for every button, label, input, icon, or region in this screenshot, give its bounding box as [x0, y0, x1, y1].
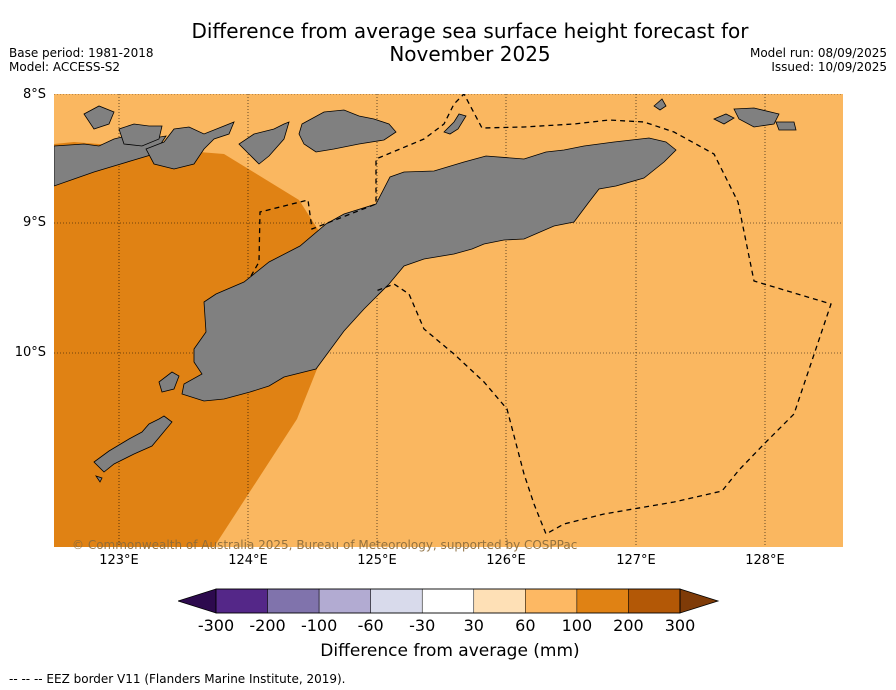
issued-date: Issued: 10/09/2025 [771, 60, 887, 74]
colorbar-extend-high [679, 588, 720, 614]
lon-label-128e: 128°E [745, 553, 785, 568]
kisar-island [653, 98, 667, 111]
eez-legend: -- -- -- EEZ border V11 (Flanders Marine… [9, 672, 346, 686]
colorbar-bin [370, 588, 423, 614]
meta-right: Model run: 08/09/2025 Issued: 10/09/2025 [750, 46, 887, 74]
wetar-island [298, 109, 397, 153]
lon-label-127e: 127°E [616, 553, 656, 568]
lat-label-10s: 10°S [14, 345, 46, 360]
lon-label-123e: 123°E [99, 553, 139, 568]
colorbar-label: Difference from average (mm) [320, 641, 580, 661]
ndao-island [95, 475, 103, 483]
timor-island [181, 137, 677, 402]
colorbar-bins [215, 588, 681, 614]
colorbar-bin [525, 588, 578, 614]
moa-island [733, 107, 780, 128]
lat-label-9s: 9°S [22, 215, 46, 230]
colorbar [178, 588, 720, 614]
lakor-island [775, 121, 797, 131]
pantar-island [145, 121, 235, 170]
model-name: Model: ACCESS-S2 [9, 60, 121, 74]
leti-island [713, 113, 735, 125]
alor-island [238, 121, 290, 165]
colorbar-tick: -60 [357, 616, 384, 635]
rote-island [93, 415, 173, 473]
map-panel [54, 94, 843, 547]
land-masses [54, 98, 797, 483]
colorbar-frame [215, 588, 681, 614]
colorbar-tick: 60 [515, 616, 536, 635]
semau-island [158, 371, 180, 393]
meta-left: Base period: 1981-2018 Model: ACCESS-S2 [9, 46, 154, 74]
colorbar-bin [318, 588, 371, 614]
map-title: Difference from average sea surface heig… [191, 19, 749, 66]
colorbar-bin [473, 588, 526, 614]
adonara-island [118, 123, 163, 147]
colorbar-tick: -200 [249, 616, 286, 635]
colorbar-bin [421, 588, 475, 614]
colorbar-bin [628, 588, 681, 614]
colorbar-bin [215, 588, 268, 614]
lon-label-125e: 125°E [357, 553, 397, 568]
model-run: Model run: 08/09/2025 [749, 46, 887, 60]
colorbar-tick: -30 [409, 616, 436, 635]
colorbar-tick: 30 [463, 616, 484, 635]
lon-label-126e: 126°E [486, 553, 526, 568]
colorbar-extend-low [178, 588, 217, 614]
colorbar-tick: -100 [300, 616, 338, 635]
colorbar-bin [267, 588, 320, 614]
colorbar-tick: 200 [613, 616, 644, 635]
colorbar-bin [576, 588, 629, 614]
lon-label-124e: 124°E [228, 553, 268, 568]
base-period: Base period: 1981-2018 [9, 46, 154, 60]
atauro-island [443, 113, 467, 135]
flores-east-island [83, 105, 115, 130]
colorbar-tick: -300 [197, 616, 235, 635]
eez-border [250, 94, 832, 535]
colorbar-tick: 300 [664, 616, 696, 635]
copyright-notice: © Commonwealth of Australia 2025, Bureau… [72, 538, 578, 552]
lat-label-8s: 8°S [22, 87, 46, 102]
colorbar-tick: 100 [561, 616, 593, 635]
map-svg [54, 94, 843, 547]
